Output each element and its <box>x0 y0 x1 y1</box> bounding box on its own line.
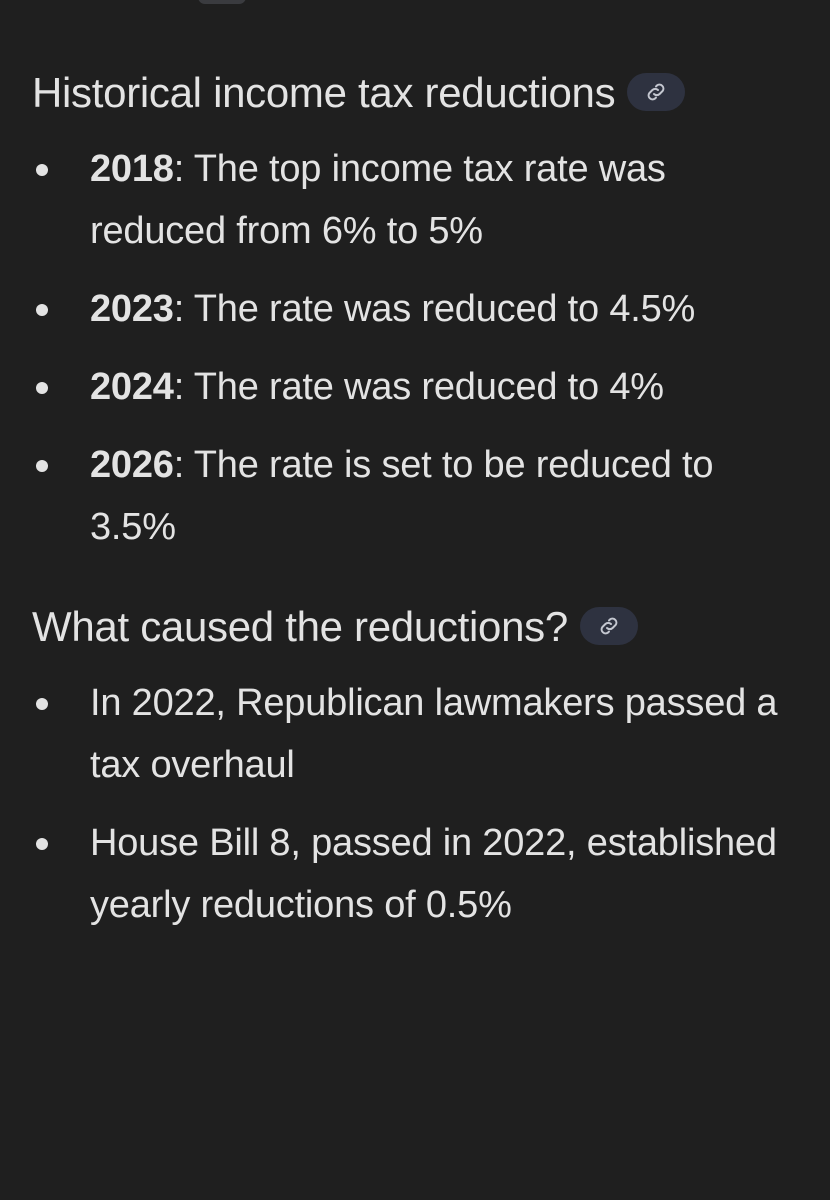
bullet-item: 2024: The rate was reduced to 4% <box>32 356 802 418</box>
item-text: : The rate was reduced to 4% <box>173 366 664 408</box>
bullet-list: 2018: The top income tax rate was reduce… <box>32 138 802 558</box>
bullet-item: 2023: The rate was reduced to 4.5% <box>32 278 802 340</box>
item-text: : The rate is set to be reduced to 3.5% <box>90 444 714 548</box>
top-pill <box>198 0 246 4</box>
link-chip[interactable] <box>627 72 686 111</box>
item-text: : The rate was reduced to 4.5% <box>173 288 696 330</box>
heading-text: Historical income tax reductions <box>32 69 616 116</box>
section-heading: Historical income tax reductions <box>32 58 802 128</box>
bullet-list: In 2022, Republican lawmakers passed a t… <box>32 672 802 936</box>
content: Historical income tax reductions 2018: Th… <box>32 58 802 952</box>
bullet-item: In 2022, Republican lawmakers passed a t… <box>32 672 802 796</box>
item-label: 2018 <box>90 148 174 190</box>
bullet-item: 2026: The rate is set to be reduced to 3… <box>32 434 802 558</box>
section-heading: What caused the reductions? <box>32 592 802 662</box>
bullet-item: 2018: The top income tax rate was reduce… <box>32 138 802 262</box>
item-text: In 2022, Republican lawmakers passed a t… <box>90 682 778 786</box>
item-text: House Bill 8, passed in 2022, establishe… <box>90 822 777 926</box>
item-label: 2023 <box>90 288 174 330</box>
link-chip[interactable] <box>579 606 638 645</box>
heading-text: What caused the reductions? <box>32 603 568 650</box>
item-text: : The top income tax rate was reduced fr… <box>90 148 666 252</box>
bullet-item: House Bill 8, passed in 2022, establishe… <box>32 812 802 936</box>
item-label: 2024 <box>90 366 174 408</box>
item-label: 2026 <box>90 444 174 486</box>
